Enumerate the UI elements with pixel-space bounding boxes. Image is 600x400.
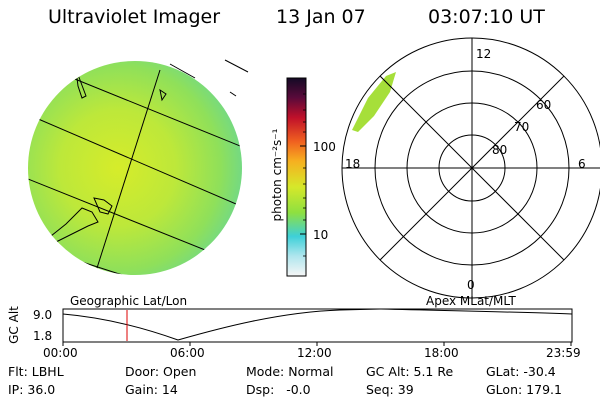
mlat-label-80: 80 xyxy=(492,143,508,157)
colorbar xyxy=(286,77,307,277)
status-gain: Gain: 14 xyxy=(125,382,178,397)
mlat-label-60: 60 xyxy=(536,98,552,112)
apex-label: Apex MLat/MLT xyxy=(426,294,516,308)
orbit-xtick-24: 23:59 xyxy=(546,346,581,360)
time-label: 03:07:10 UT xyxy=(428,6,545,28)
orbit-plot xyxy=(62,308,573,346)
colorbar-tick-100: 100 xyxy=(313,140,336,154)
mlat-label-70: 70 xyxy=(514,120,530,134)
mlt-label-12: 12 xyxy=(476,47,492,61)
status-mode: Mode: Normal xyxy=(246,364,334,379)
date-label: 13 Jan 07 xyxy=(276,6,366,28)
orbit-ytick-9: 9.0 xyxy=(33,308,53,322)
status-dsp: Dsp: -0.0 xyxy=(246,382,311,397)
status-flt: Flt: LBHL xyxy=(8,364,64,379)
geographic-label: Geographic Lat/Lon xyxy=(70,294,188,308)
orbit-xtick-0: 00:00 xyxy=(43,346,78,360)
polar-plot xyxy=(341,37,600,299)
mlt-label-18: 18 xyxy=(345,157,361,171)
app-title: Ultraviolet Imager xyxy=(48,6,221,28)
status-gc-alt: GC Alt: 5.1 Re xyxy=(366,364,454,379)
status-ip: IP: 36.0 xyxy=(8,382,56,397)
orbit-ytick-1.8: 1.8 xyxy=(33,329,53,343)
mlt-label-6: 6 xyxy=(578,157,586,171)
geographic-image xyxy=(28,59,249,275)
orbit-xtick-18: 18:00 xyxy=(424,346,459,360)
status-seq: Seq: 39 xyxy=(366,382,414,397)
status-glat: GLat: -30.4 xyxy=(486,364,556,379)
orbit-xtick-12: 12:00 xyxy=(297,346,332,360)
orbit-xtick-6: 06:00 xyxy=(170,346,205,360)
status-glon: GLon: 179.1 xyxy=(486,382,562,397)
mlt-label-0: 0 xyxy=(467,278,475,292)
colorbar-tick-10: 10 xyxy=(313,228,329,242)
orbit-ylabel: GC Alt xyxy=(7,306,21,344)
colorbar-label: photon cm⁻²s⁻¹ xyxy=(270,128,284,222)
status-door: Door: Open xyxy=(125,364,197,379)
